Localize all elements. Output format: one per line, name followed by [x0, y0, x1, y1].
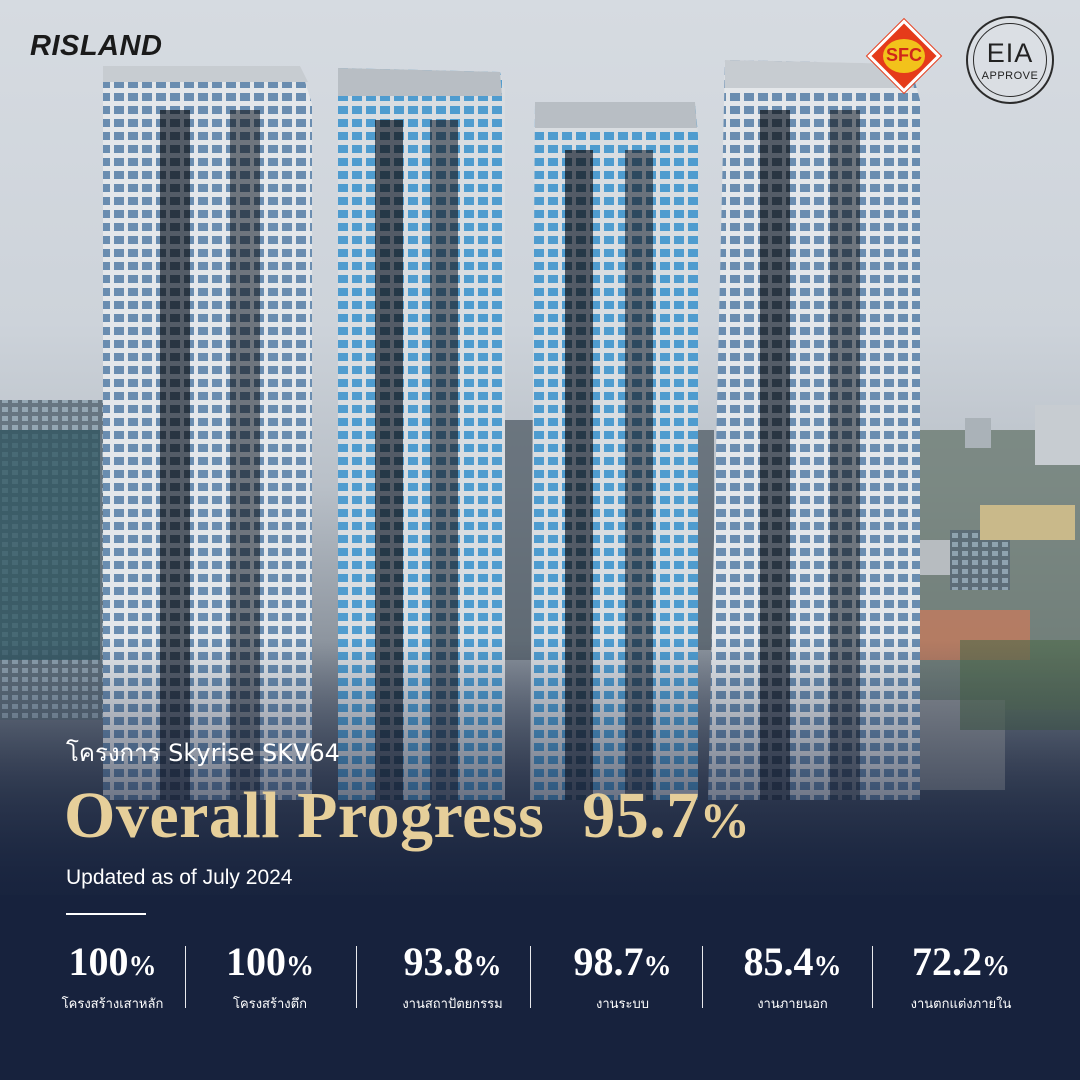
stat-divider [702, 946, 703, 1008]
stat-divider [356, 946, 357, 1008]
risland-logo: RISLAND [30, 30, 163, 62]
overall-progress-heading: Overall Progress 95.7% [64, 778, 750, 854]
stat-label: งานสถาปัตยกรรม [402, 997, 503, 1012]
overall-progress-unit: % [699, 792, 751, 848]
sfc-badge: SFC [867, 19, 941, 93]
overall-progress-value: 95.7 [582, 779, 700, 852]
eia-approve-badge: EIA APPROVE [966, 16, 1054, 104]
sfc-circle-shape [883, 39, 925, 73]
stat-value: 100% [68, 939, 157, 984]
progress-breakdown: 100% โครงสร้างเสาหลัก 100% โครงสร้างตึก … [40, 939, 1040, 1013]
stat-label: งานระบบ [595, 997, 649, 1012]
stat-item: 72.2% งานตกแต่งภายใน [876, 939, 1046, 1013]
eia-inner-ring [973, 23, 1047, 97]
updated-date: Updated as of July 2024 [66, 866, 293, 889]
stat-label: โครงสร้างตึก [233, 997, 307, 1012]
stat-value: 72.2% [912, 939, 1010, 984]
stat-item: 98.7% งานระบบ [540, 939, 705, 1013]
stat-label: โครงสร้างเสาหลัก [61, 997, 164, 1012]
stat-item: 93.8% งานสถาปัตยกรรม [370, 939, 535, 1013]
project-name: โครงการ Skyrise SKV64 [66, 739, 340, 767]
section-divider-line [66, 913, 146, 915]
stat-value: 85.4% [743, 939, 842, 984]
eia-badge-sub: APPROVE [981, 70, 1039, 82]
stat-value: 93.8% [403, 939, 502, 984]
stat-divider [185, 946, 186, 1008]
sfc-badge-text: SFC [886, 45, 922, 65]
stat-item: 85.4% งานภายนอก [710, 939, 875, 1013]
stat-label: งานภายนอก [757, 997, 828, 1012]
eia-badge-main: EIA [986, 38, 1034, 68]
overall-progress-label: Overall Progress [64, 779, 545, 852]
stat-value: 98.7% [573, 939, 672, 984]
stat-value: 100% [226, 939, 314, 984]
stat-divider [872, 946, 873, 1008]
stat-divider [530, 946, 531, 1008]
stat-item: 100% โครงสร้างเสาหลัก [40, 939, 185, 1013]
stat-label: งานตกแต่งภายใน [910, 997, 1012, 1012]
stat-item: 100% โครงสร้างตึก [200, 939, 340, 1013]
